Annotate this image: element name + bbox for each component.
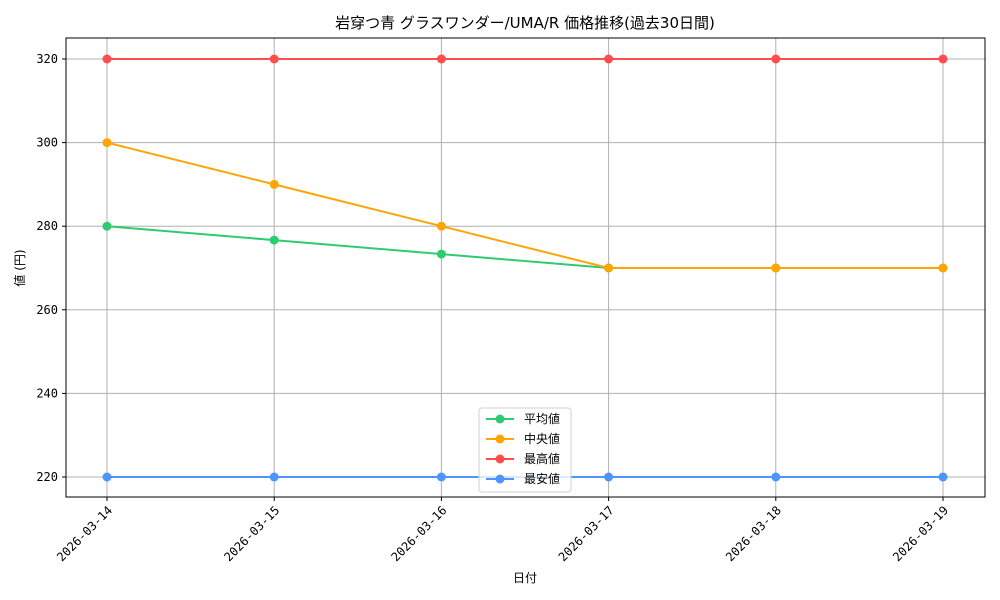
x-tick-label: 2026-03-16 [389, 503, 450, 564]
series-layer [102, 54, 948, 482]
data-point [604, 472, 614, 482]
data-point [102, 221, 112, 231]
legend-label: 平均値 [524, 411, 560, 426]
x-tick-label: 2026-03-17 [556, 503, 617, 564]
data-point [102, 54, 112, 64]
legend-marker [495, 454, 505, 464]
series-line [106, 141, 943, 269]
x-axis-label: 日付 [513, 571, 537, 585]
x-tick-label: 2026-03-14 [54, 503, 115, 564]
x-tick-label: 2026-03-15 [221, 503, 282, 564]
y-tick-label: 300 [36, 136, 58, 150]
data-point [436, 249, 446, 259]
legend-label: 最高値 [524, 451, 560, 466]
data-point [269, 179, 279, 189]
data-point [269, 472, 279, 482]
y-tick-label: 280 [36, 219, 58, 233]
data-point [269, 235, 279, 245]
data-point [604, 263, 614, 273]
series-1 [102, 138, 948, 273]
data-point [771, 472, 781, 482]
legend-marker [495, 474, 505, 484]
data-point [436, 472, 446, 482]
y-tick-label: 220 [36, 470, 58, 484]
chart-title: 岩穿つ青 グラスワンダー/UMA/R 価格推移(過去30日間) [335, 14, 715, 32]
data-point [938, 472, 948, 482]
data-point [436, 54, 446, 64]
y-axis-label: 値 (円) [12, 249, 27, 286]
legend-label: 中央値 [524, 431, 560, 446]
y-tick-label: 260 [36, 303, 58, 317]
data-point [771, 263, 781, 273]
data-point [102, 472, 112, 482]
x-tick-label: 2026-03-19 [890, 503, 951, 564]
data-point [436, 221, 446, 231]
data-point [604, 54, 614, 64]
legend-marker [495, 414, 505, 424]
y-axis-ticks: 220 240 260 280 300 320 [36, 52, 66, 484]
data-point [269, 54, 279, 64]
x-tick-label: 2026-03-18 [723, 503, 784, 564]
legend-marker [495, 434, 505, 444]
data-point [938, 263, 948, 273]
y-tick-label: 240 [36, 386, 58, 400]
data-point [938, 54, 948, 64]
x-axis-ticks: 2026-03-14 2026-03-15 2026-03-16 2026-03-17… [54, 497, 951, 564]
plot-frame [65, 37, 986, 498]
series-2 [102, 54, 948, 64]
legend-label: 最安値 [524, 471, 560, 486]
y-tick-label: 320 [36, 52, 58, 66]
data-point [102, 138, 112, 148]
data-point [771, 54, 781, 64]
legend-box [478, 407, 572, 493]
